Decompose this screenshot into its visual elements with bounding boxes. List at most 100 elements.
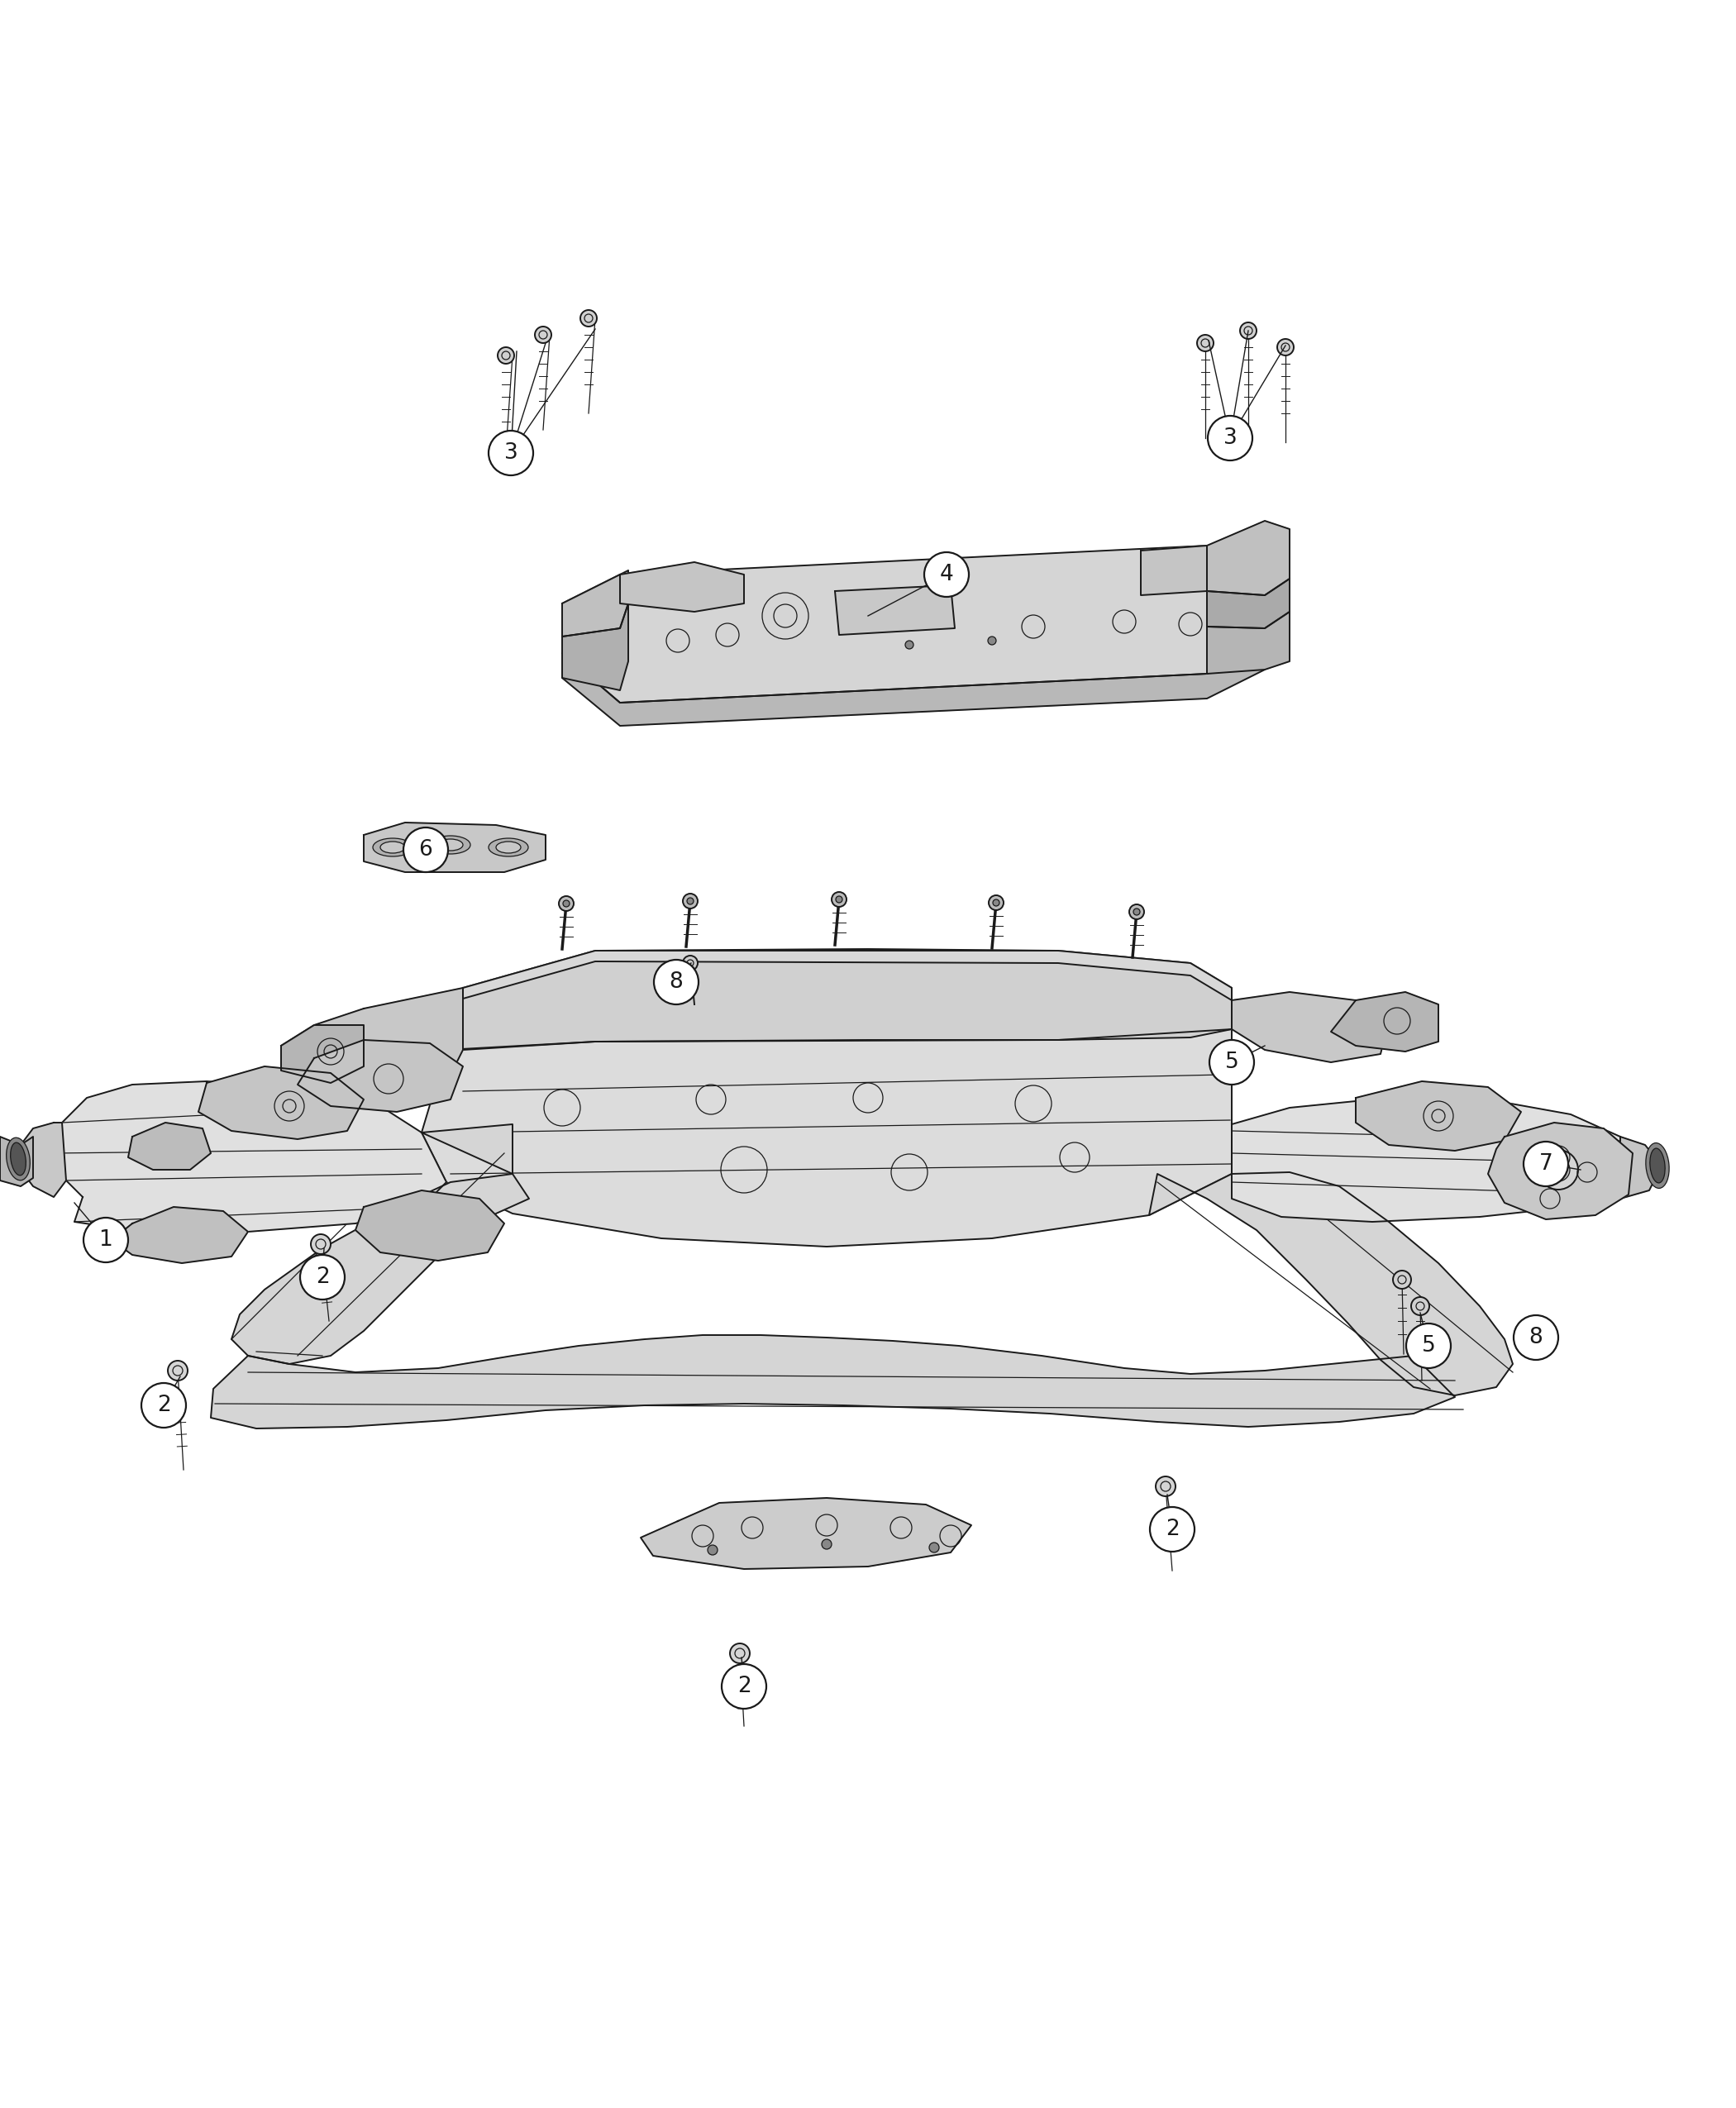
Circle shape [1149, 1507, 1194, 1551]
Text: 4: 4 [939, 563, 953, 586]
Polygon shape [356, 1191, 503, 1261]
Polygon shape [54, 1081, 446, 1231]
Circle shape [559, 896, 573, 911]
Circle shape [904, 641, 913, 649]
Polygon shape [562, 645, 1266, 725]
Polygon shape [641, 1499, 972, 1568]
Circle shape [729, 1644, 750, 1663]
Ellipse shape [1646, 1143, 1670, 1189]
Circle shape [1208, 415, 1252, 460]
Text: 2: 2 [316, 1267, 330, 1288]
Polygon shape [111, 1208, 248, 1263]
Circle shape [708, 1545, 717, 1556]
Polygon shape [1207, 611, 1290, 675]
Circle shape [141, 1383, 186, 1427]
Text: 1: 1 [99, 1229, 113, 1250]
Polygon shape [210, 1334, 1455, 1429]
Polygon shape [1233, 993, 1389, 1062]
Circle shape [580, 310, 597, 327]
Polygon shape [446, 949, 1233, 1050]
Polygon shape [365, 822, 545, 873]
Polygon shape [1233, 1098, 1637, 1223]
Ellipse shape [10, 1143, 26, 1176]
Circle shape [821, 1539, 832, 1549]
Circle shape [1547, 1157, 1569, 1180]
Polygon shape [422, 1029, 1233, 1246]
Polygon shape [835, 586, 955, 635]
Polygon shape [1620, 1136, 1661, 1199]
Circle shape [83, 1218, 128, 1263]
Polygon shape [562, 546, 1266, 702]
Circle shape [1278, 339, 1293, 356]
Polygon shape [281, 1024, 365, 1084]
Circle shape [168, 1360, 187, 1381]
Polygon shape [231, 1124, 529, 1364]
Polygon shape [1488, 1124, 1632, 1218]
Circle shape [654, 959, 698, 1003]
Ellipse shape [496, 841, 521, 854]
Text: 2: 2 [156, 1395, 170, 1417]
Circle shape [311, 1233, 330, 1254]
Ellipse shape [373, 839, 413, 856]
Text: 2: 2 [1165, 1518, 1179, 1541]
Circle shape [498, 348, 514, 365]
Circle shape [832, 892, 847, 906]
Circle shape [1554, 1166, 1562, 1174]
Circle shape [562, 900, 569, 906]
Circle shape [1514, 1315, 1559, 1360]
Ellipse shape [488, 839, 528, 856]
Polygon shape [128, 1124, 210, 1170]
Circle shape [535, 327, 552, 344]
Circle shape [1517, 1326, 1526, 1334]
Polygon shape [1141, 546, 1207, 594]
Circle shape [403, 828, 448, 873]
Polygon shape [464, 951, 1233, 1001]
Text: 3: 3 [1224, 428, 1238, 449]
Ellipse shape [380, 841, 404, 854]
Text: 6: 6 [418, 839, 432, 860]
Ellipse shape [431, 835, 470, 854]
Circle shape [1134, 909, 1141, 915]
Text: 8: 8 [670, 972, 684, 993]
Circle shape [682, 955, 698, 970]
Circle shape [488, 430, 533, 474]
Polygon shape [297, 1039, 464, 1111]
Circle shape [1156, 1476, 1175, 1497]
Circle shape [1524, 1143, 1568, 1187]
Ellipse shape [7, 1138, 30, 1180]
Polygon shape [1207, 521, 1290, 594]
Polygon shape [1207, 580, 1290, 628]
Circle shape [988, 637, 996, 645]
Polygon shape [198, 1067, 365, 1138]
Polygon shape [562, 571, 628, 637]
Circle shape [300, 1254, 345, 1299]
Circle shape [1210, 1039, 1253, 1086]
Circle shape [687, 898, 694, 904]
Circle shape [990, 896, 1003, 911]
Circle shape [1198, 335, 1213, 352]
Polygon shape [562, 603, 628, 689]
Circle shape [1128, 904, 1144, 919]
Circle shape [835, 896, 842, 902]
Circle shape [1392, 1271, 1411, 1288]
Text: 8: 8 [1529, 1326, 1543, 1349]
Circle shape [924, 552, 969, 597]
Circle shape [1240, 323, 1257, 339]
Polygon shape [620, 563, 745, 611]
Polygon shape [281, 989, 464, 1100]
Polygon shape [1332, 993, 1439, 1052]
Polygon shape [1356, 1081, 1521, 1151]
Polygon shape [1149, 1124, 1512, 1395]
Ellipse shape [1649, 1149, 1665, 1183]
Circle shape [993, 900, 1000, 906]
Circle shape [1411, 1296, 1429, 1315]
Circle shape [929, 1543, 939, 1551]
Polygon shape [21, 1124, 66, 1197]
Circle shape [1538, 1149, 1578, 1189]
Ellipse shape [437, 839, 464, 852]
Text: 2: 2 [738, 1676, 752, 1697]
Circle shape [722, 1663, 766, 1710]
Text: 7: 7 [1538, 1153, 1552, 1174]
Text: 5: 5 [1226, 1052, 1240, 1073]
Text: 3: 3 [503, 443, 517, 464]
